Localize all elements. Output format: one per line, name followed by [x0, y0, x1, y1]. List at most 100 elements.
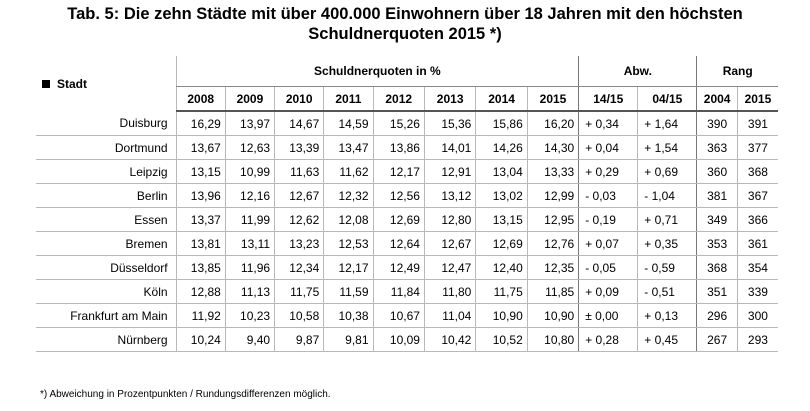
table-row: Leipzig 13,15 10,99 11,63 11,62 12,17 12,91 13,… [36, 159, 778, 184]
abw-cell: + 0,09 [578, 279, 638, 304]
year-header: 2011 [323, 86, 374, 112]
abw-cell: + 1,54 [637, 135, 697, 160]
abw-cell: + 1,64 [637, 111, 697, 136]
quote-cell: 14,67 [274, 111, 324, 136]
city-name: Bremen [36, 231, 177, 256]
rang-cell: 300 [736, 303, 778, 328]
city-name: Essen [36, 207, 177, 232]
quote-cell: 12,53 [323, 231, 374, 256]
rang-cell: 368 [736, 159, 778, 184]
rang-cell: 296 [696, 303, 738, 328]
table-row: Nürnberg 10,24 9,40 9,87 9,81 10,09 10,42 10,52… [36, 327, 778, 352]
quote-cell: 10,42 [423, 327, 476, 352]
abw-cell: ± 0,00 [578, 303, 638, 328]
quote-cell: 13,37 [175, 207, 226, 232]
quote-cell: 12,62 [274, 207, 324, 232]
rang-cell: 360 [696, 159, 738, 184]
abw-cell: - 0,59 [637, 255, 697, 280]
quote-cell: 13,85 [175, 255, 226, 280]
quote-cell: 13,11 [224, 231, 275, 256]
year-header: 2009 [224, 86, 275, 112]
rang-cell: 377 [736, 135, 778, 160]
city-name: Duisburg [36, 111, 177, 136]
quote-cell: 13,47 [323, 135, 374, 160]
year-header: 2013 [423, 86, 476, 112]
quote-cell: 11,04 [423, 303, 476, 328]
table-title: Tab. 5: Die zehn Städte mit über 400.000… [0, 4, 810, 44]
rang-cell: 339 [736, 279, 778, 304]
table-row: Frankfurt am Main 11,92 10,23 10,58 10,38 10,… [36, 303, 778, 328]
year-header: 2014 [475, 86, 528, 112]
table-row: Köln 12,88 11,13 11,75 11,59 11,84 11,80 11,75 1… [36, 279, 778, 304]
quote-cell: 10,38 [323, 303, 374, 328]
abw-cell: - 1,04 [637, 183, 697, 208]
quote-cell: 13,02 [475, 183, 528, 208]
rang-cell: 349 [696, 207, 738, 232]
square-bullet-icon [42, 79, 50, 88]
quote-cell: 14,26 [475, 135, 528, 160]
quote-cell: 10,24 [175, 327, 226, 352]
quote-cell: 13,12 [423, 183, 476, 208]
rang-cell: 351 [696, 279, 738, 304]
quote-cell: 13,96 [175, 183, 226, 208]
quote-cell: 15,86 [475, 111, 528, 136]
quote-cell: 12,69 [475, 231, 528, 256]
abw-cell: + 0,29 [578, 159, 638, 184]
quote-cell: 12,47 [423, 255, 476, 280]
quote-cell: 10,23 [224, 303, 275, 328]
abw-cell: + 0,35 [637, 231, 697, 256]
quote-cell: 11,85 [526, 279, 579, 304]
quote-cell: 12,17 [323, 255, 374, 280]
city-name: Köln [36, 279, 177, 304]
quote-cell: 11,80 [423, 279, 476, 304]
quote-cell: 12,95 [526, 207, 579, 232]
quote-cell: 11,59 [323, 279, 374, 304]
quote-cell: 10,58 [274, 303, 324, 328]
city-name: Frankfurt am Main [36, 303, 177, 328]
quote-cell: 12,56 [372, 183, 425, 208]
quote-cell: 12,76 [526, 231, 579, 256]
quote-cell: 15,36 [423, 111, 476, 136]
stadt-header: Stadt [36, 56, 176, 111]
year-header: 2012 [372, 86, 425, 112]
quote-cell: 12,34 [274, 255, 324, 280]
quote-cell: 16,29 [175, 111, 226, 136]
city-name: Düsseldorf [36, 255, 177, 280]
city-name: Leipzig [36, 159, 177, 184]
abw-cell: + 0,13 [637, 303, 697, 328]
quote-cell: 12,99 [526, 183, 579, 208]
quote-cell: 12,32 [323, 183, 374, 208]
quote-cell: 13,67 [175, 135, 226, 160]
quote-cell: 10,09 [372, 327, 425, 352]
year-header: 2008 [175, 86, 226, 112]
quoten-group-header: Schuldnerquoten in % [175, 56, 579, 87]
quote-cell: 11,75 [274, 279, 324, 304]
quote-cell: 12,80 [423, 207, 476, 232]
quote-cell: 9,40 [224, 327, 275, 352]
year-header: 2010 [274, 86, 324, 112]
quote-cell: 13,15 [475, 207, 528, 232]
rang-cell: 353 [696, 231, 738, 256]
abw-cell: - 0,05 [578, 255, 638, 280]
abw-cell: + 0,34 [578, 111, 638, 136]
quote-cell: 11,75 [475, 279, 528, 304]
abw-cell: + 0,07 [578, 231, 638, 256]
quote-cell: 13,86 [372, 135, 425, 160]
quote-cell: 12,88 [175, 279, 226, 304]
quote-cell: 12,49 [372, 255, 425, 280]
quote-cell: 12,40 [475, 255, 528, 280]
quote-cell: 10,90 [475, 303, 528, 328]
quote-cell: 13,81 [175, 231, 226, 256]
rang-cell: 366 [736, 207, 778, 232]
rang-group-header: Rang [696, 56, 778, 87]
abw-cell: - 0,19 [578, 207, 638, 232]
quote-cell: 11,13 [224, 279, 275, 304]
rang-col-header: 2015 [736, 86, 778, 112]
quote-cell: 12,67 [274, 183, 324, 208]
year-header: 2015 [526, 86, 579, 112]
quote-cell: 10,52 [475, 327, 528, 352]
rang-cell: 367 [736, 183, 778, 208]
city-name: Berlin [36, 183, 177, 208]
rang-cell: 361 [736, 231, 778, 256]
rang-cell: 390 [696, 111, 738, 136]
